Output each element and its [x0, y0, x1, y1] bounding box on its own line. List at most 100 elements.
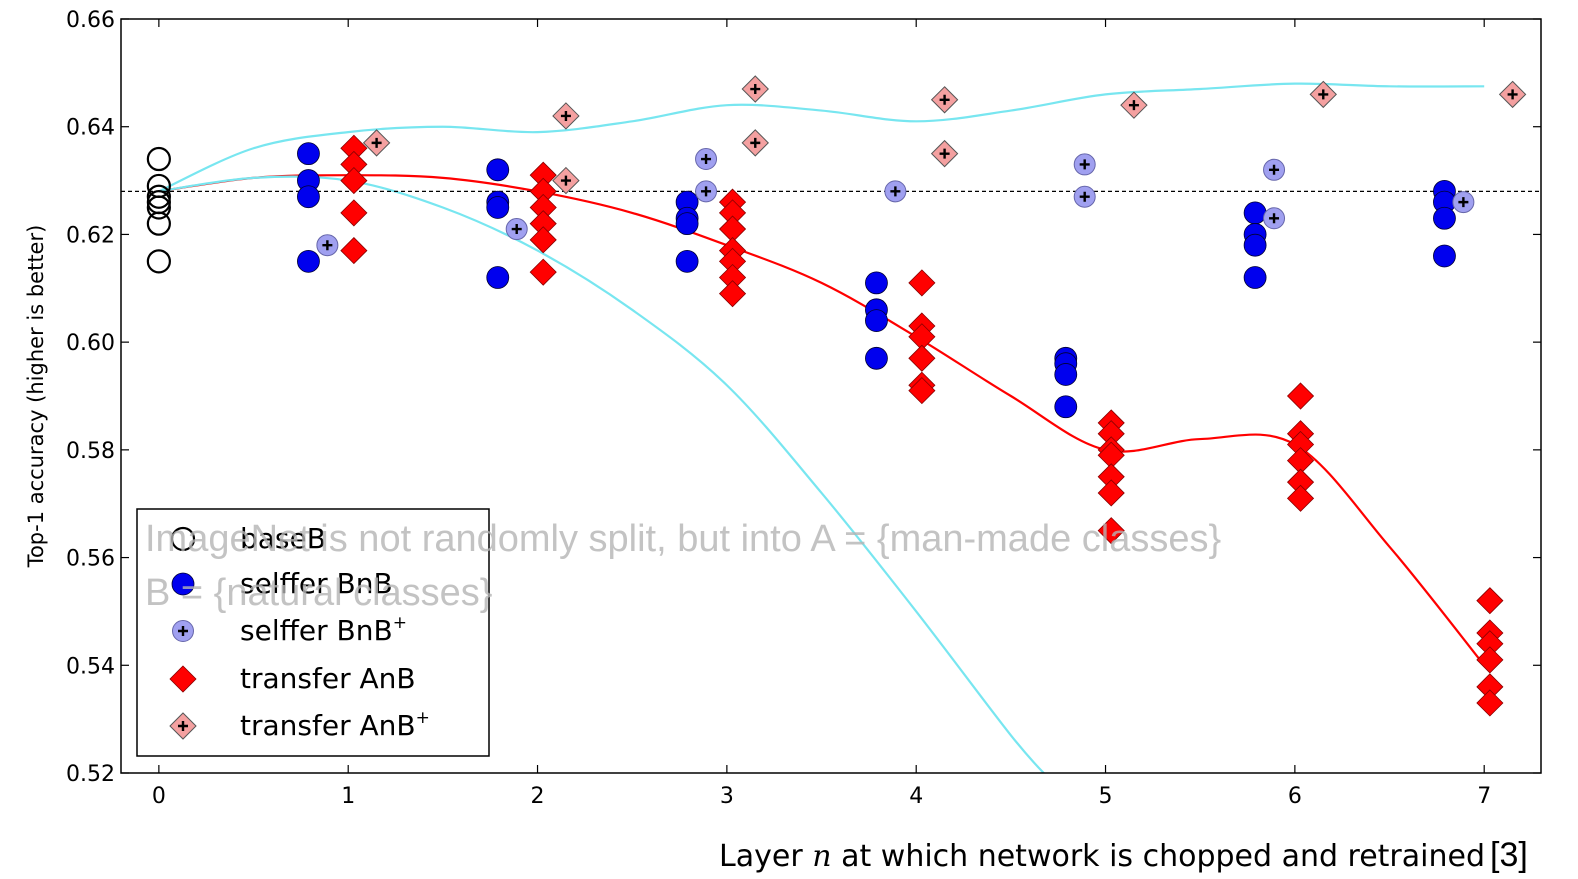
- series-3-point-42: [1476, 689, 1504, 717]
- legend-symbol-4: [169, 712, 197, 740]
- series-3-point-17: [718, 280, 747, 308]
- overlay-text-line1: ImageNet is not randomly split, but into…: [145, 518, 1221, 560]
- series-3-point-36: [1286, 484, 1315, 512]
- series-1-point-12: [865, 271, 888, 295]
- series-4-point-4-plus: [750, 137, 761, 148]
- legend-entry-transfer-anb: transfer AnB: [240, 662, 416, 695]
- legend-entry-baseB: baseB: [240, 522, 326, 555]
- series-4-point-3: [741, 75, 769, 103]
- series-4-point-0: [362, 129, 391, 157]
- series-1-point-26: [1433, 206, 1456, 230]
- series-4-point-9: [1498, 80, 1527, 109]
- x-axis-label: Layer n at which network is chopped and …: [719, 839, 1485, 874]
- series-2-point-6-plus: [1079, 191, 1090, 202]
- series-1-point-18: [1054, 363, 1078, 386]
- legend-symbol-4-plus: [178, 721, 188, 731]
- series-0-point-5: [146, 211, 171, 236]
- x-tick-label-1: 1: [341, 784, 355, 809]
- y-tick-label-5: 0.62: [66, 223, 115, 248]
- series-2-point-4: [884, 180, 907, 203]
- series-2-point-3-plus: [701, 186, 712, 197]
- trend-line-1: [158, 82, 1485, 193]
- reference-label: [3]: [1490, 836, 1528, 874]
- y-tick-label-0: 0.52: [66, 762, 115, 787]
- series-3-point-37: [1476, 587, 1504, 615]
- y-axis-label: Top-1 accuracy (higher is better): [24, 225, 48, 569]
- series-3-point-4: [340, 237, 368, 265]
- legend-box: [136, 508, 490, 757]
- series-4-point-1: [552, 102, 580, 130]
- series-1-point-7: [486, 266, 510, 289]
- series-1-point-4: [486, 158, 510, 182]
- series-1-point-0: [297, 142, 320, 166]
- legend-symbol-1: [171, 572, 195, 596]
- series-2-point-7: [1263, 158, 1286, 181]
- legend-symbol-2-plus: [178, 626, 188, 636]
- series-0: [146, 146, 171, 274]
- series-3-point-3: [340, 199, 368, 227]
- series-1-point-14: [865, 309, 888, 333]
- x-tick-label-7: 7: [1477, 784, 1491, 809]
- legend-entry-transfer-anb-plus: transfer AnB+: [240, 708, 430, 742]
- series-2-point-5-plus: [1079, 159, 1090, 170]
- series-1-point-22: [1243, 233, 1267, 257]
- legend-symbol-3: [169, 665, 197, 693]
- data-markers: [146, 75, 1527, 717]
- y-tick-label-7: 0.66: [66, 8, 115, 33]
- plot-frame: [120, 18, 1542, 774]
- series-1-point-27: [1433, 244, 1456, 268]
- series-1-point-11: [675, 249, 699, 273]
- series-4-point-1-plus: [560, 110, 571, 121]
- series-0-point-4: [146, 195, 171, 220]
- series-4: [362, 75, 1527, 195]
- series-2-point-5: [1073, 153, 1096, 176]
- x-tick-label-3: 3: [720, 784, 734, 809]
- x-axis-ticks: 0 1 2 3 4 5 6 7: [152, 19, 1491, 809]
- series-4-point-5-plus: [939, 94, 950, 105]
- series-2-point-0-plus: [322, 240, 333, 251]
- y-tick-label-6: 0.64: [66, 116, 115, 141]
- series-2-point-4-plus: [890, 186, 901, 197]
- series-4-point-2: [552, 166, 580, 195]
- series-4-point-5: [930, 86, 959, 114]
- series-4-point-8-plus: [1318, 89, 1329, 100]
- series-1-point-15: [865, 346, 888, 370]
- series-3-point-2: [340, 167, 368, 195]
- x-axis-label-prefix: Layer: [719, 839, 812, 874]
- series-1-point-10: [675, 212, 699, 236]
- legend-entry-selffer-bnb-plus: selffer BnB+: [240, 613, 407, 647]
- series-1-point-20: [1243, 201, 1267, 225]
- legend-entry-transfer-anb-plus-name: transfer AnB: [240, 709, 416, 742]
- x-tick-label-5: 5: [1099, 784, 1113, 809]
- series-4-point-9-plus: [1507, 89, 1518, 100]
- legend-entry-selffer-bnb: selffer BnB: [240, 567, 393, 600]
- series-2-point-8: [1263, 207, 1286, 230]
- legend-entry-selffer-bnb-plus-sup: +: [393, 613, 407, 633]
- x-tick-label-4: 4: [909, 784, 923, 809]
- series-4-point-7: [1120, 91, 1148, 119]
- series-3-point-21: [908, 344, 936, 372]
- series-3-point-18: [908, 269, 936, 297]
- series-2: [316, 148, 1475, 257]
- series-2-point-6: [1073, 185, 1096, 208]
- series-2-point-7-plus: [1269, 164, 1280, 175]
- y-tick-label-1: 0.54: [66, 654, 115, 679]
- series-0-point-0: [146, 146, 171, 172]
- series-1-point-2: [297, 185, 320, 209]
- series-2-point-9: [1452, 191, 1475, 214]
- series-2-point-2: [695, 148, 718, 171]
- series-3: [340, 134, 1504, 717]
- series-0-point-6: [146, 249, 171, 274]
- x-axis-label-suffix: at which network is chopped and retraine…: [832, 839, 1485, 874]
- x-tick-label-2: 2: [531, 784, 545, 809]
- series-3-point-31: [1286, 382, 1315, 410]
- y-tick-label-4: 0.60: [66, 331, 115, 356]
- series-1: [297, 142, 1456, 419]
- legend-entry-transfer-anb-plus-sup: +: [416, 708, 430, 728]
- series-4-point-2-plus: [560, 175, 571, 186]
- legend: baseB selffer BnB selffer BnB+ transfer …: [136, 508, 490, 757]
- series-3-point-30: [1097, 517, 1125, 545]
- series-4-point-8: [1309, 80, 1337, 109]
- series-3-point-9: [529, 226, 557, 254]
